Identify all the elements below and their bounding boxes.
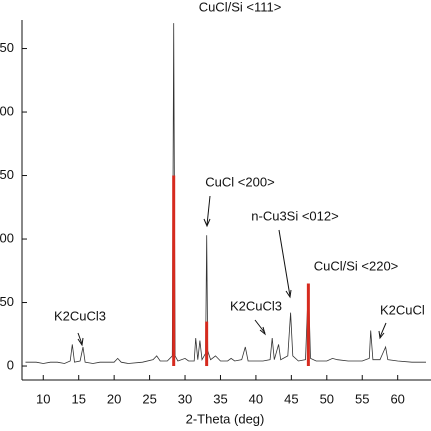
x-axis-label: 2-Theta (deg)	[186, 411, 265, 426]
pattern-line	[25, 23, 426, 364]
y-tick-label: 100	[0, 230, 14, 245]
x-tick-label: 35	[213, 391, 227, 406]
x-tick-label: 10	[36, 391, 50, 406]
y-tick-label: 50	[0, 294, 14, 309]
x-tick-label: 45	[284, 391, 298, 406]
annotation: CuCl/Si <111>	[199, 0, 282, 14]
annotation: K2CuCl3	[54, 308, 106, 323]
x-tick-label: 50	[320, 391, 334, 406]
annotation: n-Cu3Si <012>	[251, 208, 338, 223]
y-tick-label: 0	[7, 357, 14, 372]
annotation: CuCl <200>	[205, 174, 274, 189]
x-tick-label: 20	[107, 391, 121, 406]
annotation: K2CuCl3	[230, 298, 282, 313]
x-tick-label: 30	[178, 391, 192, 406]
x-tick-label: 15	[71, 391, 85, 406]
x-tick-label: 40	[249, 391, 263, 406]
x-tick-label: 25	[142, 391, 156, 406]
y-tick-label: 250	[0, 40, 14, 55]
y-tick-label: 200	[0, 103, 14, 118]
annotation: K2CuCl	[380, 302, 425, 317]
x-tick-label: 55	[355, 391, 369, 406]
annotation: CuCl/Si <220>	[314, 258, 399, 273]
y-tick-label: 150	[0, 167, 14, 182]
x-tick-label: 60	[390, 391, 404, 406]
arrows	[77, 195, 387, 347]
